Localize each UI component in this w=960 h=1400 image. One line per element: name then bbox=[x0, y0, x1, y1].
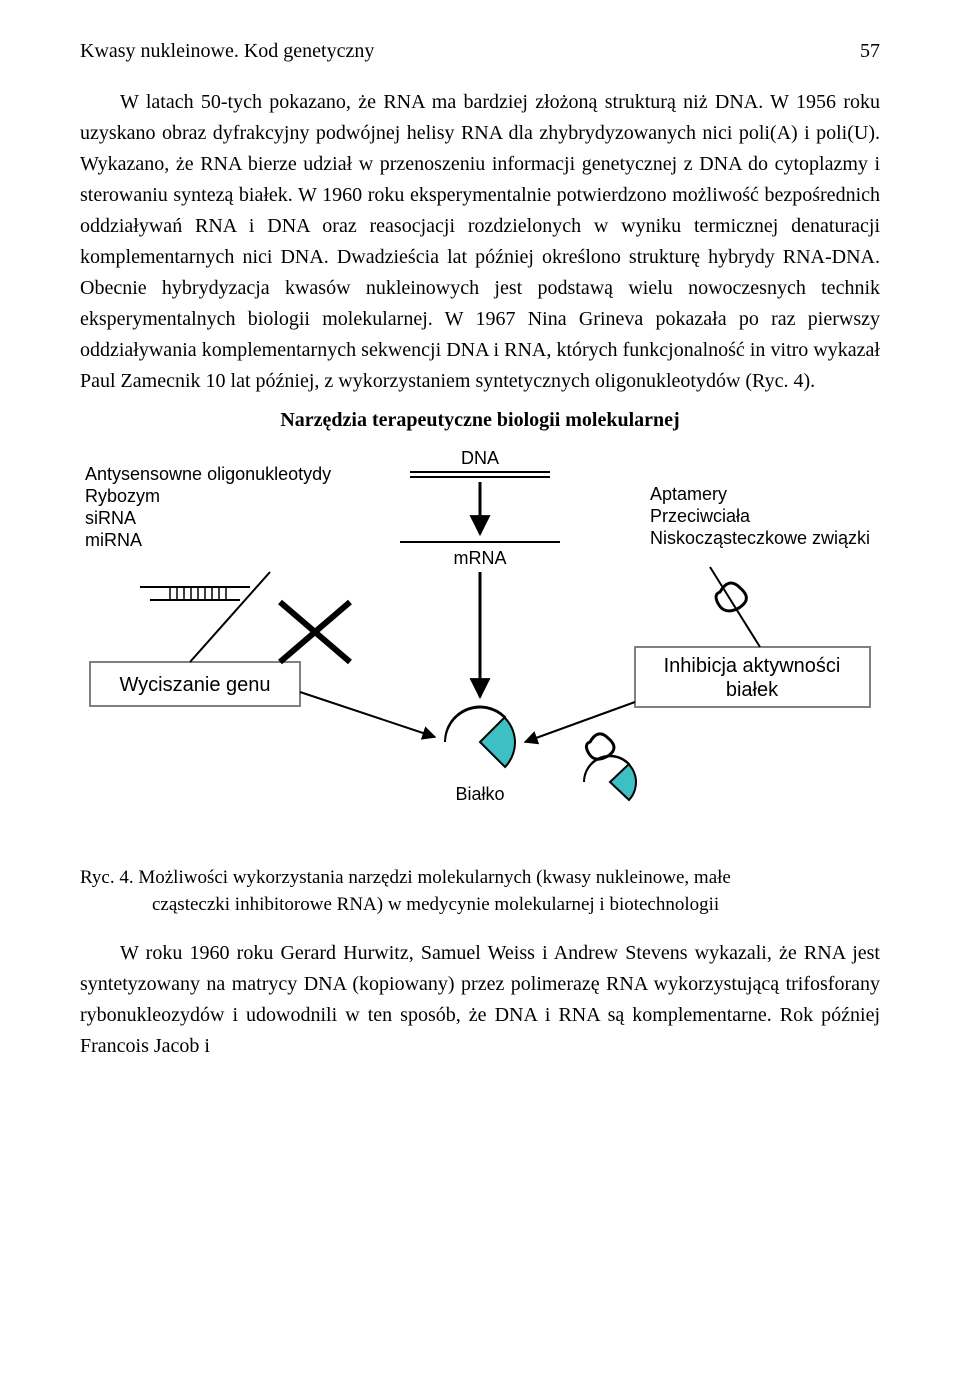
svg-text:DNA: DNA bbox=[461, 448, 499, 468]
running-title: Kwasy nukleinowe. Kod genetyczny bbox=[80, 40, 374, 63]
caption-line-1: Ryc. 4. Możliwości wykorzystania narzędz… bbox=[80, 865, 880, 892]
svg-text:Niskocząsteczkowe związki: Niskocząsteczkowe związki bbox=[650, 528, 870, 548]
svg-text:siRNA: siRNA bbox=[85, 508, 136, 528]
figure-caption: Ryc. 4. Możliwości wykorzystania narzędz… bbox=[80, 865, 880, 918]
svg-text:białek: białek bbox=[726, 679, 779, 701]
page-number: 57 bbox=[860, 40, 880, 63]
paragraph-2: W roku 1960 roku Gerard Hurwitz, Samuel … bbox=[80, 938, 880, 1062]
svg-text:mRNA: mRNA bbox=[454, 548, 507, 568]
paragraph-1: W latach 50-tych pokazano, że RNA ma bar… bbox=[80, 87, 880, 397]
caption-line-2: cząsteczki inhibitorowe RNA) w medycynie… bbox=[80, 892, 880, 919]
svg-text:Aptamery: Aptamery bbox=[650, 484, 727, 504]
svg-text:Białko: Białko bbox=[455, 784, 504, 804]
svg-text:Rybozym: Rybozym bbox=[85, 486, 160, 506]
svg-text:Antysensowne oligonukleotydy: Antysensowne oligonukleotydy bbox=[85, 464, 331, 484]
svg-text:Przeciwciała: Przeciwciała bbox=[650, 506, 751, 526]
svg-text:Wyciszanie genu: Wyciszanie genu bbox=[119, 674, 270, 696]
svg-text:Inhibicja aktywności: Inhibicja aktywności bbox=[664, 655, 841, 677]
svg-text:miRNA: miRNA bbox=[85, 530, 142, 550]
figure-heading: Narzędzia terapeutyczne biologii molekul… bbox=[80, 409, 880, 432]
figure-diagram: DNA mRNA Białko Antysensowne oligonukleotyd… bbox=[80, 442, 880, 847]
